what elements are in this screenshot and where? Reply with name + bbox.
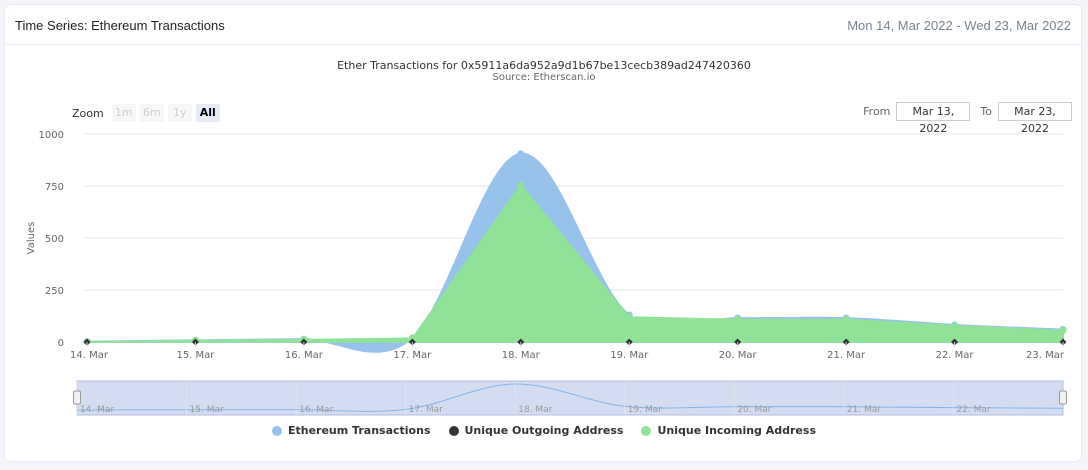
zoom-1m-button[interactable]: 1m bbox=[111, 104, 136, 122]
zoom-controls: Zoom 1m 6m 1y All bbox=[72, 104, 220, 122]
legend-label-ethereum-transactions: Ethereum Transactions bbox=[287, 424, 431, 437]
zoom-label: Zoom bbox=[72, 106, 104, 120]
card-title: Time Series: Ethereum Transactions bbox=[15, 18, 225, 33]
legend-label-unique-outgoing-address: Unique Outgoing Address bbox=[464, 424, 624, 437]
legend-item-unique-incoming-address[interactable]: Unique Incoming Address bbox=[641, 424, 816, 437]
card-header: Time Series: Ethereum Transactions Mon 1… bbox=[5, 5, 1081, 45]
zoom-6m-button[interactable]: 6m bbox=[139, 104, 164, 122]
to-date-input[interactable]: Mar 23, 2022 bbox=[998, 102, 1072, 135]
chart-title: Ether Transactions for 0x5911a6da952a9d1… bbox=[337, 59, 751, 72]
from-date-input[interactable]: Mar 13, 2022 bbox=[896, 102, 971, 135]
legend-marker-ethereum-transactions bbox=[271, 425, 282, 436]
zoom-all-button[interactable]: All bbox=[195, 104, 220, 122]
legend-item-unique-outgoing-address[interactable]: Unique Outgoing Address bbox=[448, 424, 624, 437]
card-date-range: Mon 14, Mar 2022 - Wed 23, Mar 2022 bbox=[847, 18, 1071, 33]
from-label: From bbox=[863, 105, 891, 118]
to-label: To bbox=[980, 105, 992, 118]
chart-legend: Ethereum Transactions Unique Outgoing Ad… bbox=[0, 424, 1088, 437]
legend-label-unique-incoming-address: Unique Incoming Address bbox=[657, 424, 816, 437]
date-range-selector: From Mar 13, 2022 To Mar 23, 2022 bbox=[863, 102, 1072, 135]
legend-marker-unique-outgoing-address bbox=[448, 425, 459, 436]
zoom-1y-button[interactable]: 1y bbox=[167, 104, 192, 122]
legend-item-ethereum-transactions[interactable]: Ethereum Transactions bbox=[271, 424, 431, 437]
chart-subtitle: Source: Etherscan.io bbox=[492, 72, 596, 83]
legend-marker-unique-incoming-address bbox=[641, 425, 652, 436]
